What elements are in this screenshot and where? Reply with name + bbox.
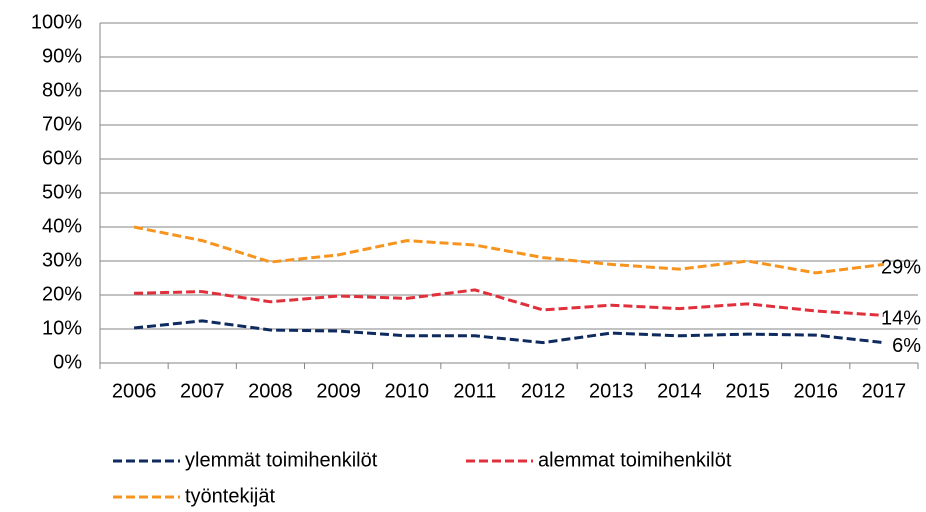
x-tick-label: 2017 xyxy=(862,380,907,402)
data-label: 14% xyxy=(881,308,921,330)
x-tick-label: 2009 xyxy=(316,380,361,402)
x-tick-label: 2011 xyxy=(453,380,496,402)
y-tick-label: 100% xyxy=(31,11,82,33)
data-label: 29% xyxy=(881,257,921,279)
legend-label: työntekijät xyxy=(185,485,275,507)
x-tick-label: 2016 xyxy=(794,380,839,402)
series-line xyxy=(133,319,885,345)
x-tick-label: 2007 xyxy=(180,380,225,402)
data-label: 6% xyxy=(892,335,921,357)
x-tick-label: 2014 xyxy=(657,380,702,402)
x-tick-label: 2006 xyxy=(112,380,157,402)
legend-label: ylemmät toimihenkilöt xyxy=(185,449,378,471)
x-tick-label: 2012 xyxy=(521,380,566,402)
x-tick-label: 2013 xyxy=(589,380,634,402)
y-tick-label: 10% xyxy=(42,317,82,339)
legend-label: alemmat toimihenkilöt xyxy=(538,449,732,471)
y-tick-label: 30% xyxy=(42,249,82,271)
y-tick-label: 60% xyxy=(42,147,82,169)
y-tick-label: 70% xyxy=(42,113,82,135)
series-line xyxy=(134,288,885,317)
x-tick-label: 2015 xyxy=(725,380,770,402)
y-tick-label: 80% xyxy=(42,79,82,101)
x-tick-label: 2010 xyxy=(385,380,430,402)
series-line xyxy=(133,225,885,275)
y-tick-label: 40% xyxy=(42,215,82,237)
y-tick-label: 0% xyxy=(53,351,82,373)
y-tick-label: 90% xyxy=(42,45,82,67)
y-tick-label: 20% xyxy=(42,283,82,305)
x-tick-label: 2008 xyxy=(248,380,293,402)
y-tick-label: 50% xyxy=(42,181,82,203)
